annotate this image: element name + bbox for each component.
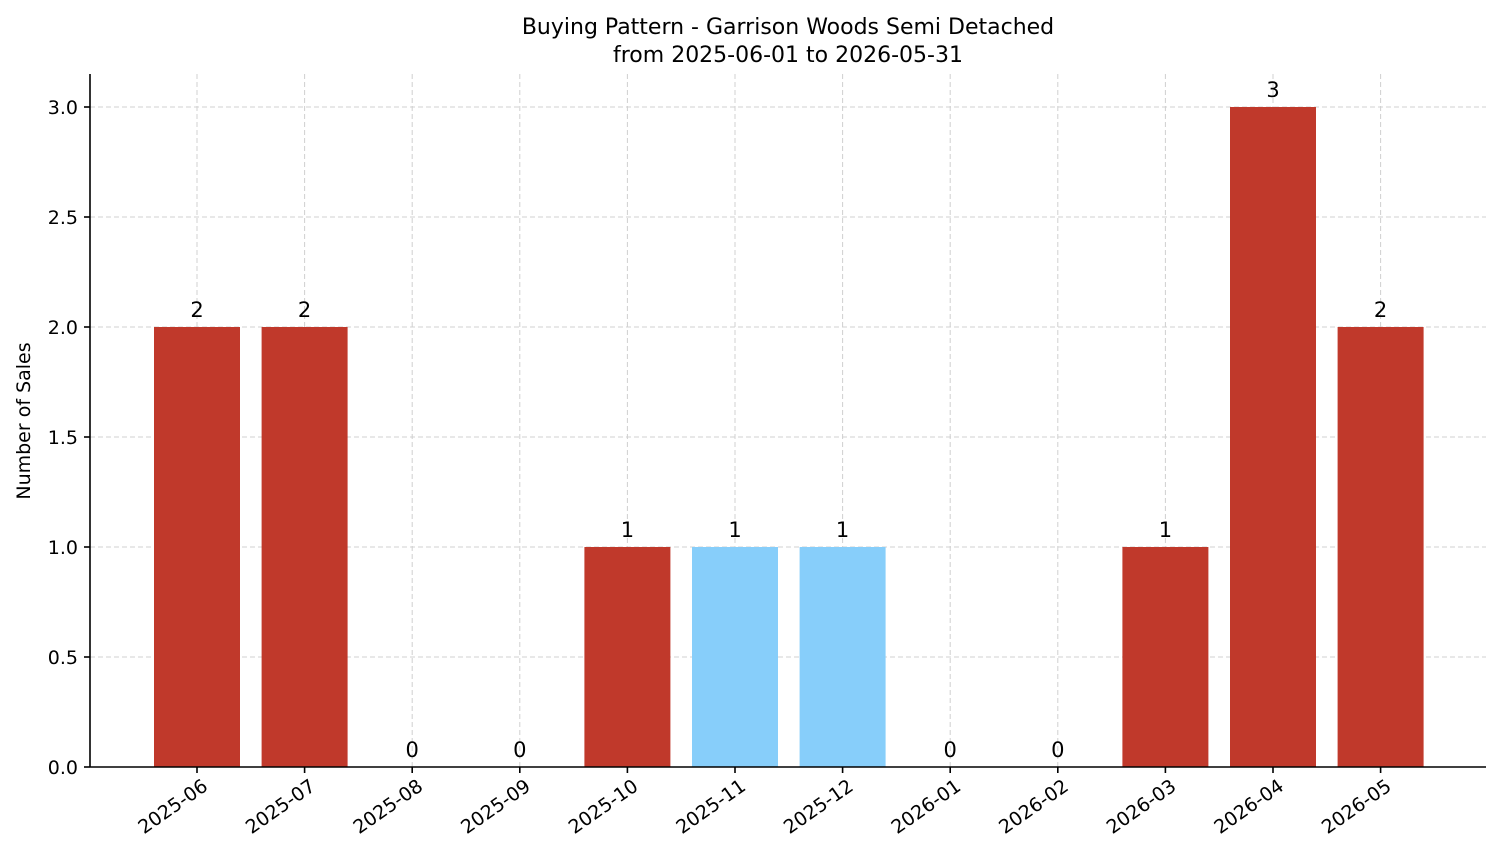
bar-2026-03 (1122, 547, 1209, 767)
bar-value-label: 2 (298, 298, 311, 322)
x-tick-label: 2025-07 (242, 775, 320, 839)
bar-value-label: 2 (1374, 298, 1387, 322)
bars (154, 107, 1424, 767)
y-tick-label: 0.0 (48, 757, 78, 779)
chart-title-line-2: from 2025-06-01 to 2026-05-31 (613, 43, 963, 68)
y-tick-label: 2.0 (48, 317, 78, 339)
bar-value-label: 1 (836, 518, 849, 542)
bar-2025-10 (584, 547, 671, 767)
bar-2025-11 (692, 547, 778, 767)
x-tick-label: 2026-02 (995, 775, 1073, 839)
bar-value-label: 2 (190, 298, 203, 322)
x-tick-label: 2025-10 (565, 775, 643, 839)
y-tick-label: 2.5 (48, 207, 78, 229)
axes (89, 74, 1486, 768)
x-tick-label: 2025-11 (672, 775, 750, 839)
bar-2026-04 (1230, 107, 1316, 767)
x-ticks: 2025-06 2025-07 2025-08 2025-09 2025-10 2025-… (134, 767, 1395, 839)
chart-title-line-1: Buying Pattern - Garrison Woods Semi Det… (522, 15, 1054, 40)
bar-2025-06 (154, 327, 240, 767)
y-ticks: 0.0 0.5 1.0 1.5 2.0 2.5 3.0 (48, 97, 90, 779)
bar-value-label: 1 (728, 518, 741, 542)
x-tick-label: 2026-05 (1318, 775, 1396, 839)
x-tick-label: 2026-01 (887, 775, 965, 839)
bar-2026-05 (1337, 327, 1424, 767)
bar-value-labels: 2 2 0 0 1 1 1 0 0 1 3 2 (190, 78, 1387, 762)
y-axis-label: Number of Sales (13, 342, 35, 499)
bar-value-label: 3 (1266, 78, 1279, 102)
bar-value-label: 0 (944, 738, 957, 762)
y-tick-label: 0.5 (48, 647, 78, 669)
bar-value-label: 0 (406, 738, 419, 762)
x-tick-label: 2026-04 (1210, 775, 1288, 839)
x-tick-label: 2025-09 (457, 775, 535, 839)
x-tick-label: 2025-06 (134, 775, 212, 839)
x-tick-label: 2026-03 (1103, 775, 1181, 839)
x-tick-label: 2025-08 (349, 775, 427, 839)
bar-value-label: 0 (1051, 738, 1064, 762)
bar-value-label: 1 (1159, 518, 1172, 542)
bar-2025-12 (799, 547, 886, 767)
bar-value-label: 1 (621, 518, 634, 542)
y-tick-label: 1.0 (48, 537, 78, 559)
y-tick-label: 3.0 (48, 97, 78, 119)
x-tick-label: 2025-12 (780, 775, 858, 839)
bar-value-label: 0 (513, 738, 526, 762)
y-tick-label: 1.5 (48, 427, 78, 449)
bar-2025-07 (261, 327, 348, 767)
